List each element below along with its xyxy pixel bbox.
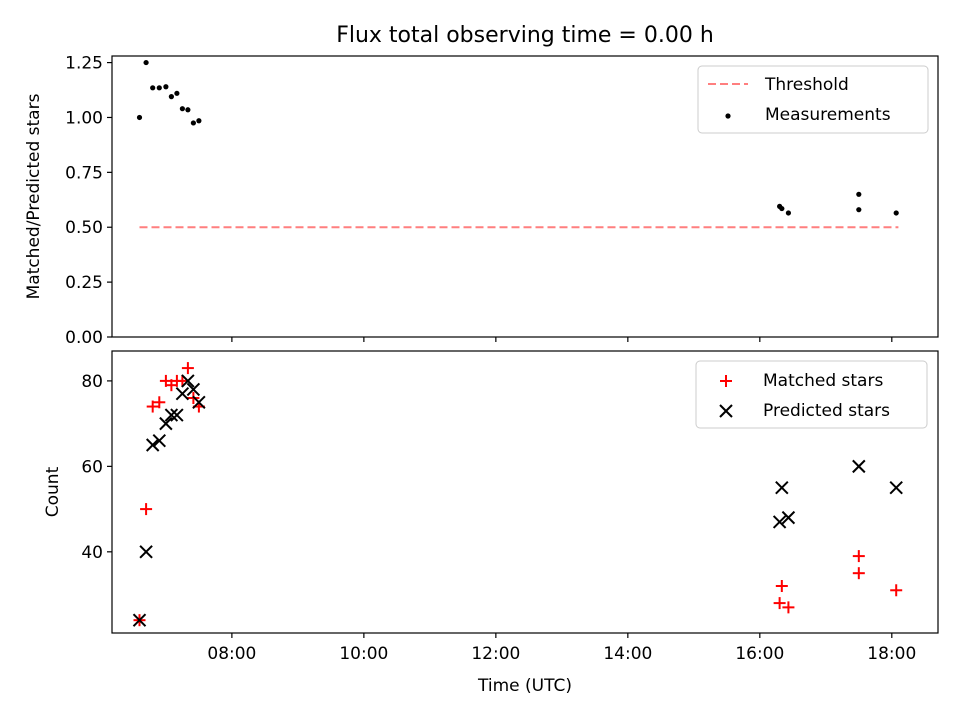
matched-star-point <box>773 597 786 610</box>
predicted-legend-label: Predicted stars <box>763 401 890 421</box>
measurement-point <box>150 85 156 91</box>
matched-star-point <box>852 550 865 563</box>
predicted-star-point <box>132 613 147 627</box>
top-y-tick-label: 1.25 <box>65 54 103 74</box>
predicted-star-point <box>889 481 903 495</box>
predicted-star-point <box>139 545 153 559</box>
measurement-point <box>136 114 143 121</box>
bottom-axis-ticks: 08:00 10:00 12:00 14:00 16:00 18:00 40 60 80 <box>81 372 916 664</box>
matched-legend-swatch <box>720 375 732 387</box>
top-y-tick-label: 0.75 <box>65 163 103 183</box>
predicted-star-point <box>181 374 195 388</box>
x-tick-label: 12:00 <box>471 644 520 664</box>
top-plot-marks <box>136 59 899 229</box>
predicted-star-point <box>192 395 206 409</box>
top-axes-frame <box>111 55 939 338</box>
top-legend-frame <box>697 65 929 134</box>
predicted-star-point <box>170 408 184 422</box>
threshold-legend-label: Threshold <box>764 75 849 95</box>
predicted-star-point <box>852 459 866 474</box>
measurement-point <box>779 205 785 212</box>
matched-legend-label: Matched stars <box>763 371 883 391</box>
bottom-plot-marks <box>132 362 903 627</box>
measurement-point <box>143 59 149 66</box>
predicted-star-point <box>772 515 787 529</box>
figure-title: Flux total observing time = 0.00 h <box>336 23 714 48</box>
matched-star-point <box>775 580 788 592</box>
measurement-point <box>156 85 162 91</box>
measurement-point <box>785 210 792 216</box>
predicted-star-point <box>164 408 179 422</box>
measurements-legend-label: Measurements <box>765 105 891 125</box>
predicted-star-point <box>175 387 190 401</box>
bottom-y-tick-label: 60 <box>81 457 103 477</box>
measurement-point <box>174 90 180 96</box>
x-tick-label: 18:00 <box>867 644 916 664</box>
measurement-point <box>856 191 862 197</box>
top-legend: Threshold Measurements <box>697 65 929 134</box>
predicted-star-point <box>186 382 201 397</box>
measurement-point <box>179 106 185 112</box>
top-y-axis-label: Matched/Predicted stars <box>24 93 44 299</box>
measurement-point <box>168 94 174 100</box>
matched-star-point <box>782 601 795 614</box>
matched-star-point <box>176 374 189 387</box>
bottom-y-axis-label: Count <box>43 466 63 517</box>
measurement-point <box>856 207 862 213</box>
bottom-legend: Matched stars Predicted stars <box>695 360 928 429</box>
top-axis-ticks: 0.00 0.25 0.50 0.75 1.00 1.25 <box>65 54 893 348</box>
measurement-point <box>196 118 202 124</box>
matched-star-point <box>890 584 903 597</box>
x-axis-label: Time (UTC) <box>477 676 572 696</box>
predicted-star-point <box>775 481 789 495</box>
predicted-star-point <box>159 416 173 431</box>
top-y-tick-label: 0.00 <box>65 328 103 348</box>
measurement-point <box>190 120 196 126</box>
predicted-legend-swatch <box>719 404 733 418</box>
x-tick-label: 14:00 <box>603 644 652 664</box>
measurement-point <box>893 210 899 216</box>
predicted-star-point <box>781 510 796 525</box>
x-tick-label: 16:00 <box>735 644 784 664</box>
x-tick-label: 08:00 <box>207 644 256 664</box>
matched-star-point <box>146 400 159 413</box>
measurements-legend-swatch <box>725 113 731 119</box>
bottom-axes: 08:00 10:00 12:00 14:00 16:00 18:00 40 60 80 Cou… <box>43 350 939 696</box>
top-axes: 0.00 0.25 0.50 0.75 1.00 1.25 Matched/Predict… <box>24 54 939 348</box>
measurement-point <box>163 84 169 90</box>
matched-star-point <box>140 503 153 516</box>
bottom-y-tick-label: 40 <box>81 543 103 563</box>
bottom-y-tick-label: 80 <box>81 372 103 392</box>
matched-star-point <box>852 567 865 580</box>
top-y-tick-label: 1.00 <box>65 108 103 128</box>
measurement-point <box>185 107 191 113</box>
top-y-tick-label: 0.50 <box>65 218 103 238</box>
matched-star-point <box>181 362 194 375</box>
bottom-axes-frame <box>111 350 939 634</box>
top-y-tick-label: 0.25 <box>65 273 103 293</box>
matched-star-point <box>153 396 166 409</box>
bottom-legend-frame <box>695 360 928 429</box>
predicted-star-point <box>152 434 167 448</box>
x-tick-label: 10:00 <box>339 644 388 664</box>
predicted-star-point <box>145 438 160 452</box>
